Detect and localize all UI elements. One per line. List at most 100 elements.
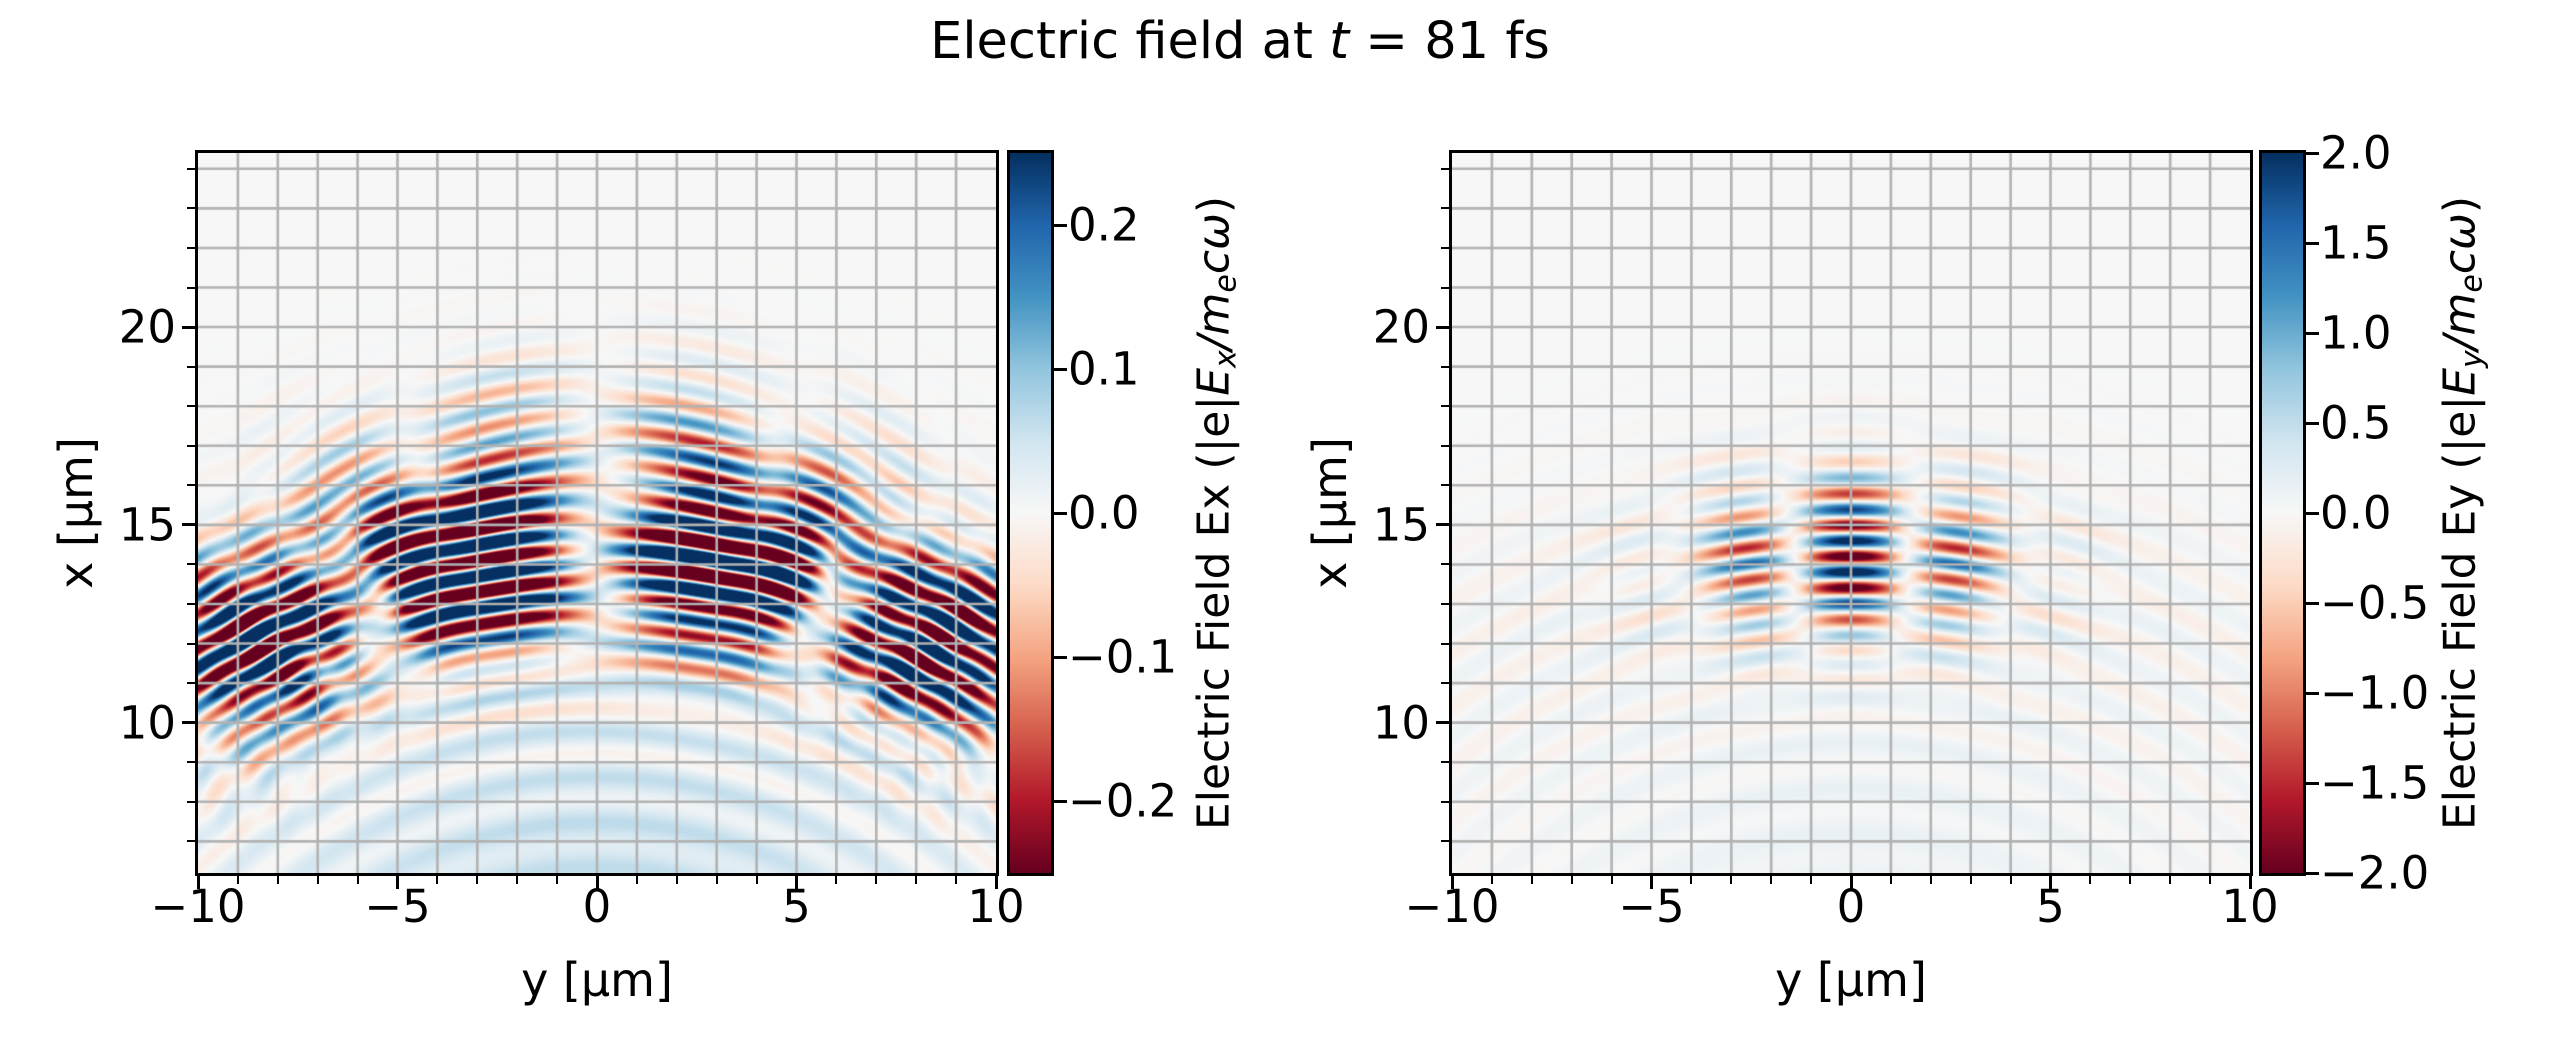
x-axis-minor-tick xyxy=(955,876,958,884)
y-axis-major-tick xyxy=(1436,325,1449,329)
colorbar-tick-label: 0.1 xyxy=(1068,342,1140,396)
y-axis-tick-label: 20 xyxy=(118,300,176,354)
x-axis-tick-label: −10 xyxy=(150,880,246,933)
x-axis-minor-tick xyxy=(635,876,638,884)
colorbar-tick-label: −2.0 xyxy=(2320,846,2430,900)
colorbar-label-part: E xyxy=(1188,367,1240,396)
y-axis-minor-tick xyxy=(1441,642,1449,645)
y-axis-minor-tick xyxy=(187,405,195,408)
colorbar-tick-label: 1.0 xyxy=(2320,306,2392,360)
x-axis-tick-label: 5 xyxy=(2036,880,2065,933)
y-axis-major-tick xyxy=(1436,523,1449,527)
x-axis-minor-tick xyxy=(1690,876,1693,884)
y-axis-minor-tick xyxy=(1441,602,1449,605)
x-axis-minor-tick xyxy=(675,876,678,884)
y-axis-minor-tick xyxy=(187,286,195,289)
y-axis-minor-tick xyxy=(187,444,195,447)
ey-xaxis-label: y [μm] xyxy=(1775,953,1927,1007)
colorbar-label-part: Electric Field Ey (|e| xyxy=(2434,395,2486,831)
x-axis-tick-label: −5 xyxy=(364,880,431,933)
colorbar-tick xyxy=(1054,511,1067,515)
y-axis-minor-tick xyxy=(1441,444,1449,447)
x-axis-minor-tick xyxy=(2009,876,2012,884)
y-axis-tick-label: 20 xyxy=(1372,300,1430,354)
y-axis-minor-tick xyxy=(1441,840,1449,843)
colorbar-label-part: ) xyxy=(2434,195,2486,214)
ey-heatmap-canvas xyxy=(1452,153,2250,873)
ey-colorbar-label: Electric Field Ey (|e|Ey/mecω) xyxy=(2435,196,2490,830)
x-axis-minor-tick xyxy=(1490,876,1493,884)
colorbar-tick-label: 1.5 xyxy=(2320,216,2392,270)
figure-title-variable: t xyxy=(1329,12,1350,71)
x-axis-minor-tick xyxy=(915,876,918,884)
y-axis-minor-tick xyxy=(187,484,195,487)
colorbar-tick-label: −0.1 xyxy=(1068,630,1178,684)
colorbar-label-part: / xyxy=(1188,335,1240,351)
y-axis-minor-tick xyxy=(187,682,195,685)
x-axis-major-tick xyxy=(795,876,798,889)
x-axis-minor-tick xyxy=(1810,876,1813,884)
y-axis-minor-tick xyxy=(1441,761,1449,764)
colorbar-label-part: E xyxy=(2434,367,2486,396)
y-axis-minor-tick xyxy=(1441,800,1449,803)
y-axis-major-tick xyxy=(1436,721,1449,725)
colorbar-tick-label: −1.0 xyxy=(2320,666,2430,720)
x-axis-tick-label: 5 xyxy=(782,880,811,933)
ex-heatmap-canvas xyxy=(198,153,996,873)
colorbar-label-part: Electric Field Ex (|e| xyxy=(1188,395,1240,831)
x-axis-minor-tick xyxy=(276,876,279,884)
y-axis-major-tick xyxy=(182,523,195,527)
x-axis-minor-tick xyxy=(1610,876,1613,884)
x-axis-major-tick xyxy=(196,876,200,889)
y-axis-major-tick xyxy=(182,721,195,725)
x-axis-minor-tick xyxy=(1929,876,1932,884)
y-axis-minor-tick xyxy=(1441,484,1449,487)
y-axis-minor-tick xyxy=(1441,246,1449,249)
x-axis-major-tick xyxy=(595,876,599,889)
y-axis-major-tick xyxy=(182,325,195,329)
y-axis-minor-tick xyxy=(187,761,195,764)
y-axis-minor-tick xyxy=(187,246,195,249)
colorbar-label-part: e xyxy=(2454,274,2490,293)
x-axis-minor-tick xyxy=(715,876,718,884)
colorbar-label-part: y xyxy=(2454,350,2490,368)
colorbar-tick xyxy=(1054,223,1067,227)
colorbar-label-part: c xyxy=(1188,249,1240,275)
colorbar-label-part: m xyxy=(2434,292,2486,336)
x-axis-minor-tick xyxy=(1530,876,1533,884)
figure-title-text: Electric field at xyxy=(930,12,1330,71)
y-axis-minor-tick xyxy=(187,642,195,645)
y-axis-minor-tick xyxy=(187,800,195,803)
x-axis-minor-tick xyxy=(556,876,559,884)
y-axis-minor-tick xyxy=(1441,207,1449,210)
colorbar-label-part: m xyxy=(1188,292,1240,336)
ex-colorbar-canvas xyxy=(1010,153,1051,873)
y-axis-minor-tick xyxy=(1441,682,1449,685)
x-axis-minor-tick xyxy=(755,876,758,884)
x-axis-tick-label: −5 xyxy=(1618,880,1685,933)
x-axis-minor-tick xyxy=(516,876,519,884)
colorbar-tick-label: −1.5 xyxy=(2320,756,2430,810)
x-axis-tick-label: 10 xyxy=(2221,880,2279,933)
colorbar-label-part: ) xyxy=(1188,195,1240,214)
x-axis-major-tick xyxy=(1650,876,1653,889)
x-axis-minor-tick xyxy=(1570,876,1573,884)
colorbar-tick xyxy=(2306,691,2319,695)
x-axis-minor-tick xyxy=(1889,876,1892,884)
colorbar-label-part: x xyxy=(1208,350,1244,368)
colorbar-tick-label: 0.0 xyxy=(1068,486,1140,540)
x-axis-minor-tick xyxy=(236,876,239,884)
y-axis-minor-tick xyxy=(1441,405,1449,408)
y-axis-minor-tick xyxy=(1441,167,1449,170)
colorbar-tick-label: 0.0 xyxy=(2320,486,2392,540)
x-axis-minor-tick xyxy=(835,876,838,884)
colorbar-tick-label: 2.0 xyxy=(2320,126,2392,180)
colorbar-tick xyxy=(2306,241,2319,245)
x-axis-minor-tick xyxy=(1730,876,1733,884)
colorbar-tick-label: 0.5 xyxy=(2320,396,2392,450)
y-axis-tick-label: 10 xyxy=(1372,696,1430,750)
x-axis-minor-tick xyxy=(2089,876,2092,884)
colorbar-tick xyxy=(2306,331,2319,335)
x-axis-major-tick xyxy=(396,876,399,889)
colorbar-label-part: ω xyxy=(2434,213,2486,250)
